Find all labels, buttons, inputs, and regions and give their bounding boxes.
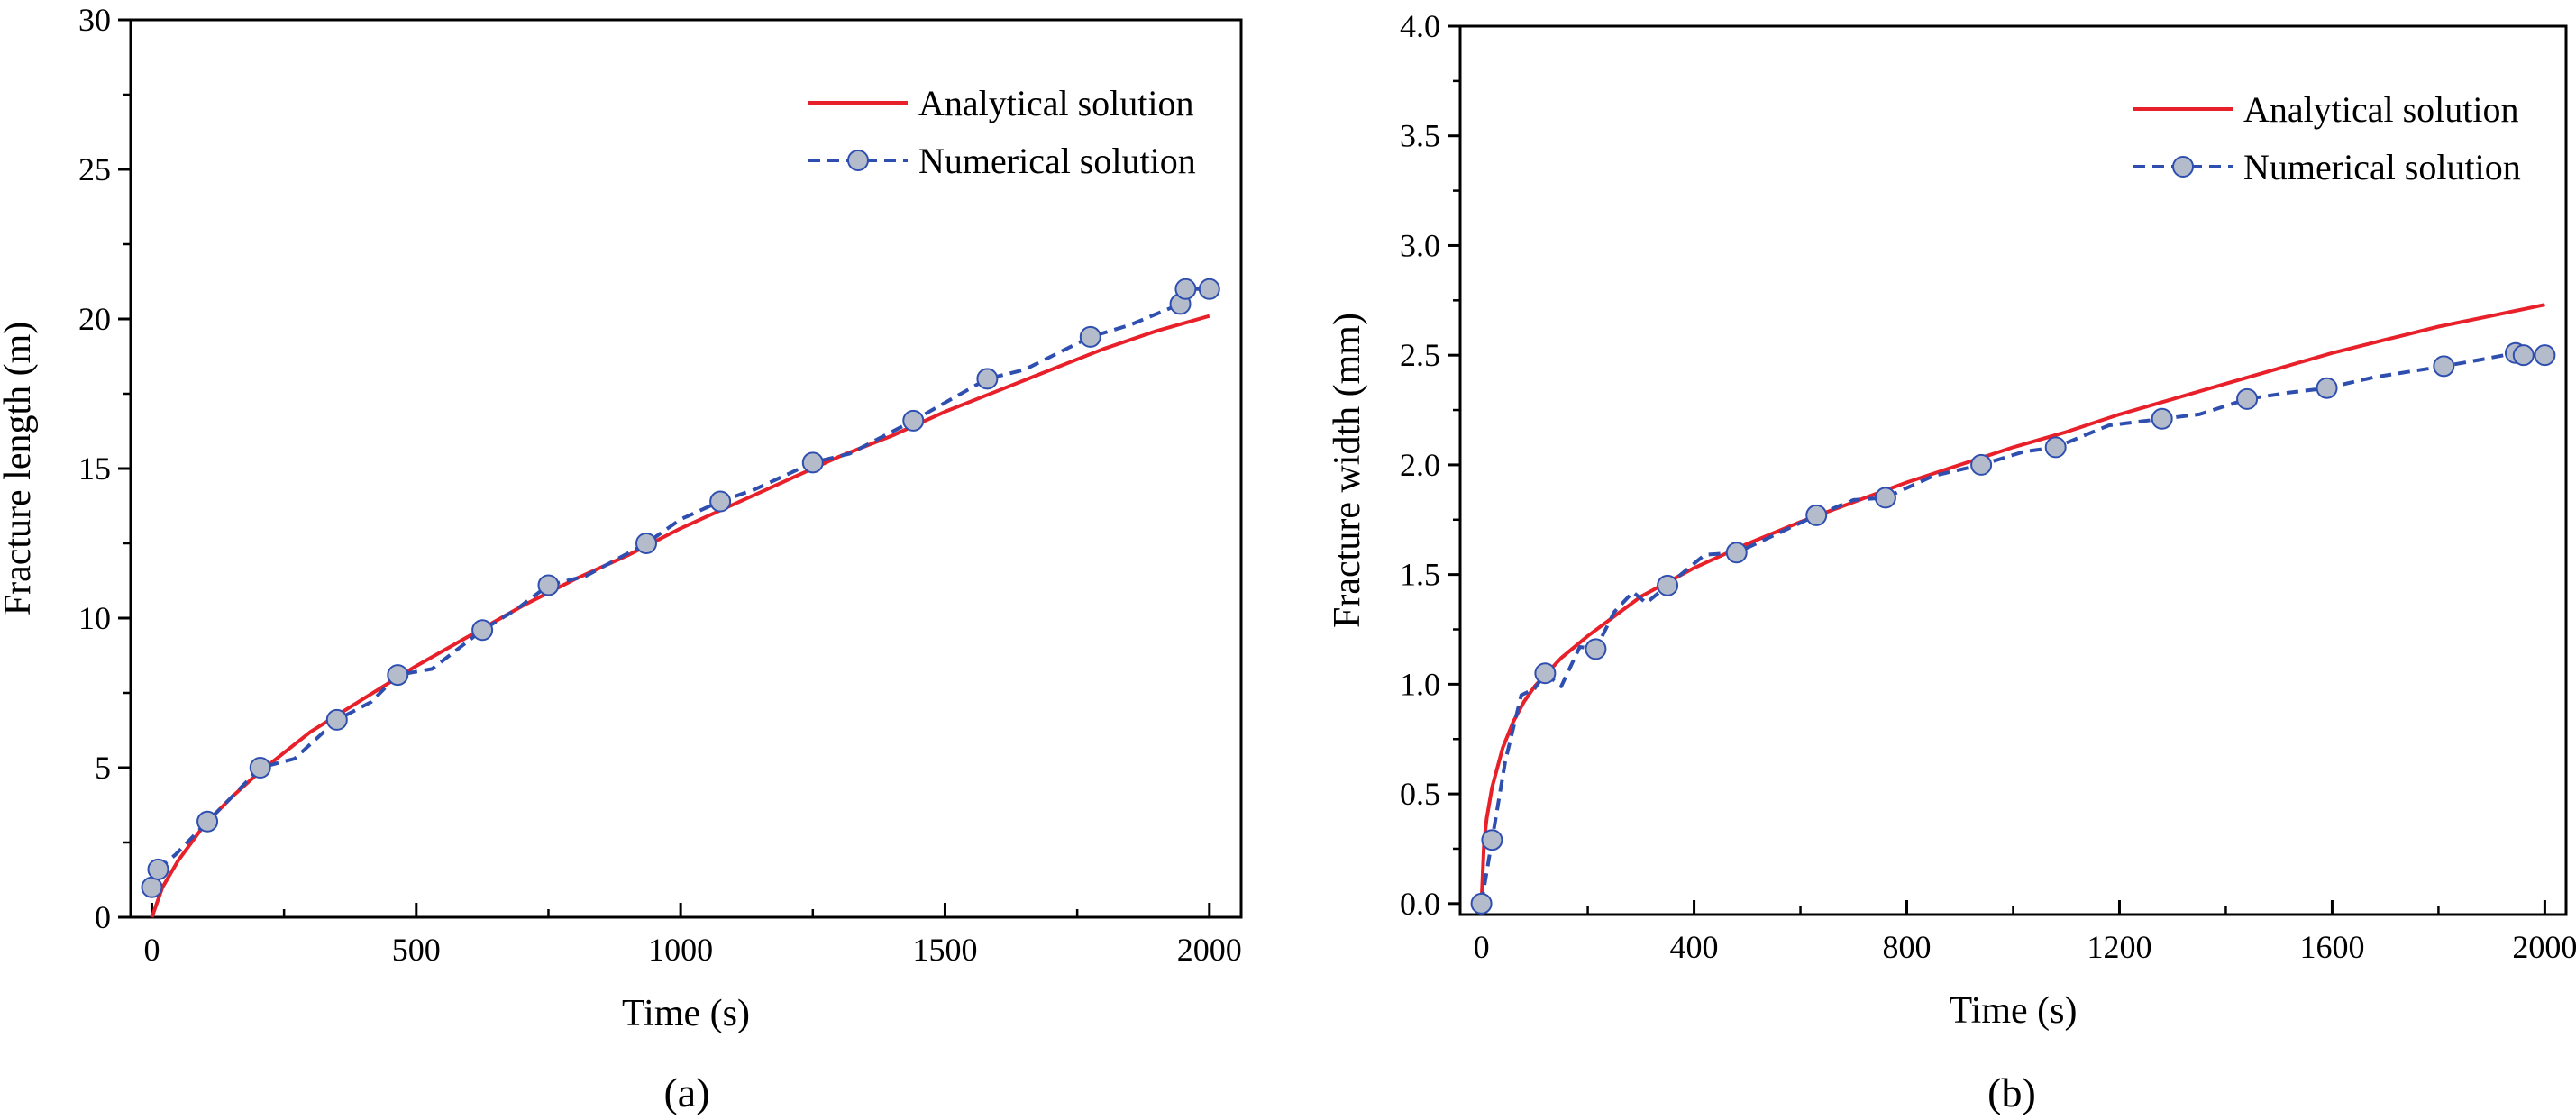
series-line-analytical <box>150 314 1210 918</box>
x-tick-label: 0 <box>143 932 160 968</box>
y-tick-label: 4.0 <box>1400 8 1440 44</box>
data-point <box>1657 574 1679 596</box>
data-point <box>2044 436 2067 459</box>
data-point <box>709 490 732 513</box>
y-tick-label: 5 <box>95 750 111 786</box>
data-point <box>1874 487 1896 509</box>
series-line-numerical <box>150 287 1210 888</box>
y-axis-title: Fracture length (m) <box>0 322 39 616</box>
data-point <box>902 409 925 432</box>
y-tick-label: 1.5 <box>1400 557 1440 593</box>
legend-label-analytical: Analytical solution <box>2243 89 2519 130</box>
data-point <box>141 876 163 898</box>
data-point <box>2512 344 2535 367</box>
data-point <box>537 574 560 596</box>
legend-label-numerical: Numerical solution <box>918 141 1196 181</box>
x-tick-label: 800 <box>1883 929 1932 965</box>
data-point <box>1534 662 1557 685</box>
chart-panel-b: 0 400 800 1200 1600 2000 0.0 0.5 1.0 1.5 2.0 2.5 3.0… <box>1327 8 2576 1115</box>
y-tick-label: 1.0 <box>1400 666 1440 702</box>
x-tick-label: 2000 <box>1177 932 1242 968</box>
data-point <box>387 664 409 687</box>
data-point <box>2316 377 2338 399</box>
data-point <box>1198 278 1220 300</box>
panel-caption: (b) <box>1987 1070 2036 1115</box>
y-tick-label: 3.0 <box>1400 227 1440 263</box>
y-axis-title: Fracture width (mm) <box>1327 313 1368 628</box>
x-axis-title: Time (s) <box>622 993 750 1034</box>
series-line-numerical <box>1479 351 2545 905</box>
y-tick-label: 20 <box>78 301 111 337</box>
data-point <box>2534 344 2556 367</box>
x-axis-title: Time (s) <box>1950 990 2078 1032</box>
data-point <box>249 757 271 779</box>
legend-label-numerical: Numerical solution <box>2243 147 2521 187</box>
legend-label-analytical: Analytical solution <box>918 83 1194 123</box>
data-point <box>635 533 657 554</box>
x-tick-label: 0 <box>1474 929 1490 965</box>
data-point <box>2433 355 2455 378</box>
data-point <box>471 619 494 642</box>
x-tick-label: 1500 <box>912 932 977 968</box>
data-point <box>325 708 348 731</box>
data-point <box>147 858 169 880</box>
data-point <box>196 810 219 833</box>
y-tick-label: 10 <box>78 600 111 636</box>
data-point <box>976 368 999 390</box>
y-tick-label: 0.0 <box>1400 886 1440 922</box>
data-point <box>2236 387 2259 410</box>
x-tick-label: 500 <box>392 932 441 968</box>
y-tick-label: 0.5 <box>1400 776 1440 812</box>
legend-marker-numerical <box>847 150 869 171</box>
panel-caption: (a) <box>663 1070 709 1115</box>
y-tick-label: 2.5 <box>1400 337 1440 373</box>
data-point <box>1470 892 1493 915</box>
chart-panel-a: 0 500 1000 1500 2000 0 5 10 15 20 25 30 Time (s) Frac… <box>0 2 1243 1115</box>
data-point <box>1079 325 1101 348</box>
y-tick-label: 25 <box>78 151 111 187</box>
y-tick-label: 2.0 <box>1400 447 1440 483</box>
data-point <box>1174 278 1197 300</box>
data-point <box>1970 453 1993 476</box>
y-tick-label: 0 <box>95 899 111 935</box>
y-tick-label: 15 <box>78 451 111 487</box>
data-point <box>2151 407 2173 430</box>
data-point <box>1585 638 1607 660</box>
y-tick-label: 3.5 <box>1400 118 1440 154</box>
data-point <box>1725 542 1748 564</box>
data-point <box>801 451 824 474</box>
y-tick-label: 30 <box>78 2 111 38</box>
x-tick-label: 2000 <box>2512 929 2576 965</box>
x-tick-label: 1000 <box>648 932 713 968</box>
x-tick-label: 1600 <box>2299 929 2364 965</box>
x-tick-label: 400 <box>1670 929 1719 965</box>
data-point <box>1481 829 1503 851</box>
series-line-analytical <box>1479 303 2545 904</box>
legend-marker-numerical <box>2172 156 2194 178</box>
data-point <box>1805 504 1828 526</box>
x-tick-label: 1200 <box>2087 929 2151 965</box>
